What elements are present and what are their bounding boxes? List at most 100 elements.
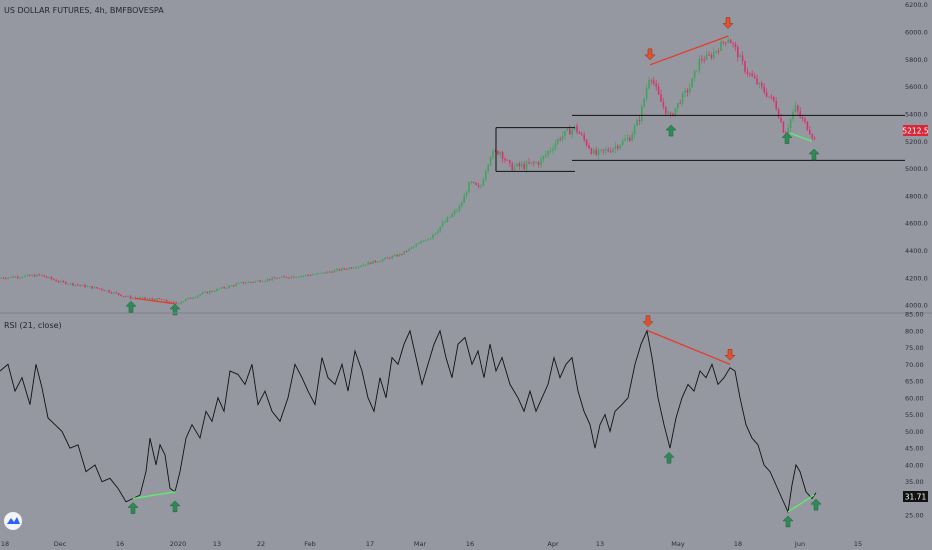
arrow-down-icon[interactable]: [724, 348, 736, 361]
arrow-down-icon[interactable]: [644, 48, 656, 61]
candle-body: [55, 279, 57, 282]
arrow-down-icon[interactable]: [642, 315, 654, 328]
price-tick-label: 4400.0: [905, 247, 928, 255]
rsi-pane[interactable]: [0, 315, 822, 528]
candle-body: [693, 70, 696, 79]
candle-body: [701, 58, 703, 60]
candle-body: [477, 185, 480, 187]
rsi-axis[interactable]: 85.00 80.00 75.00 70.00 65.00 60.00 55.00 50.00…: [905, 311, 924, 520]
candle-body: [665, 106, 667, 114]
candle-body: [98, 288, 101, 290]
arrow-up-icon[interactable]: [127, 502, 139, 514]
candle-body: [557, 138, 559, 144]
candle-body: [12, 276, 14, 278]
time-tick-label: 16: [116, 540, 124, 548]
candle-body: [168, 301, 170, 303]
rsi-line[interactable]: [0, 329, 817, 514]
candle-body: [489, 157, 492, 165]
candle-body: [537, 162, 540, 165]
current-price-label: 5212.5: [902, 127, 928, 136]
price-tick-label: 6200.0: [905, 1, 928, 9]
candle-body: [149, 298, 151, 300]
candle-body: [293, 276, 295, 278]
arrow-up-icon[interactable]: [782, 515, 794, 528]
candle-body: [715, 50, 717, 53]
candle-body: [420, 241, 422, 244]
candle-body: [545, 154, 547, 157]
candle-body: [247, 281, 249, 283]
bullish-divergence-line[interactable]: [132, 491, 177, 500]
candle-body: [235, 283, 237, 286]
candle-body: [305, 274, 307, 276]
bearish-divergence-line[interactable]: [649, 35, 729, 66]
candle-body: [629, 137, 631, 141]
candle-body: [811, 134, 813, 138]
candle-body: [633, 125, 636, 135]
candle-body: [571, 129, 573, 135]
candle-body: [595, 149, 597, 155]
bearish-divergence-line[interactable]: [647, 330, 731, 365]
candle-body: [564, 130, 566, 136]
candle-body: [381, 259, 384, 262]
time-tick-label: Feb: [304, 540, 316, 548]
symbol-title: US DOLLAR FUTURES, 4h, BMFBOVESPA: [4, 6, 164, 15]
candle-body: [432, 234, 434, 238]
time-tick-label: Jun: [794, 540, 805, 548]
time-tick-label: Mar: [414, 540, 427, 548]
candle-body: [43, 275, 45, 277]
arrow-up-icon[interactable]: [808, 148, 820, 161]
candle-body: [585, 139, 588, 146]
arrow-up-icon[interactable]: [663, 451, 675, 464]
price-axis[interactable]: 6200.0 6000.0 5800.0 5600.0 5400.0 5200.0 5000…: [905, 1, 928, 309]
candle-body: [636, 120, 638, 126]
candle-body: [813, 137, 816, 139]
bearish-divergence-line[interactable]: [134, 297, 176, 305]
arrow-up-icon[interactable]: [665, 124, 677, 137]
candle-body: [413, 246, 415, 248]
candle-body: [429, 237, 432, 239]
bullish-divergence-line[interactable]: [789, 132, 813, 142]
time-tick-label: 2020: [170, 540, 187, 548]
arrow-up-icon[interactable]: [169, 500, 181, 513]
candle-body: [465, 192, 468, 196]
candle-body: [492, 150, 494, 158]
arrow-up-icon[interactable]: [125, 300, 137, 313]
candle-body: [29, 274, 31, 276]
rsi-tick-label: 85.00: [905, 311, 924, 319]
candle-body: [165, 299, 168, 302]
candle-body: [300, 275, 302, 277]
candle-body: [45, 276, 48, 278]
candle-body: [521, 164, 523, 167]
arrow-down-icon[interactable]: [722, 17, 734, 29]
price-tick-label: 5400.0: [905, 110, 928, 118]
candle-body: [768, 96, 770, 98]
candle-body: [739, 55, 741, 58]
tradingview-logo-icon[interactable]: [4, 512, 22, 530]
candle-body: [170, 301, 173, 303]
price-pane[interactable]: [0, 17, 905, 316]
time-axis[interactable]: 18 Dec 16 2020 13 22 Feb 17 Mar 16 Apr 13 May 18 Jun 15: [1, 540, 862, 548]
candle-body: [434, 233, 437, 235]
candle-body: [686, 90, 689, 93]
candle-body: [127, 296, 129, 297]
candle-body: [396, 254, 398, 257]
arrow-up-icon[interactable]: [169, 303, 181, 316]
candle-body: [602, 149, 605, 151]
candle-body: [62, 280, 65, 282]
candle-body: [607, 149, 609, 152]
current-rsi-tag: 31.71: [903, 491, 928, 502]
candle-body: [353, 267, 355, 269]
bullish-divergence-line[interactable]: [787, 494, 815, 513]
candle-body: [89, 286, 91, 288]
candle-body: [403, 251, 405, 255]
candle-body: [26, 274, 29, 276]
arrow-up-icon[interactable]: [810, 498, 822, 511]
candle-body: [475, 182, 477, 186]
candle-body: [506, 160, 509, 161]
price-tick-label: 5600.0: [905, 83, 928, 91]
candle-body: [156, 298, 158, 301]
candle-body: [331, 271, 333, 273]
arrow-up-icon[interactable]: [781, 132, 793, 144]
candle-body: [744, 61, 746, 72]
